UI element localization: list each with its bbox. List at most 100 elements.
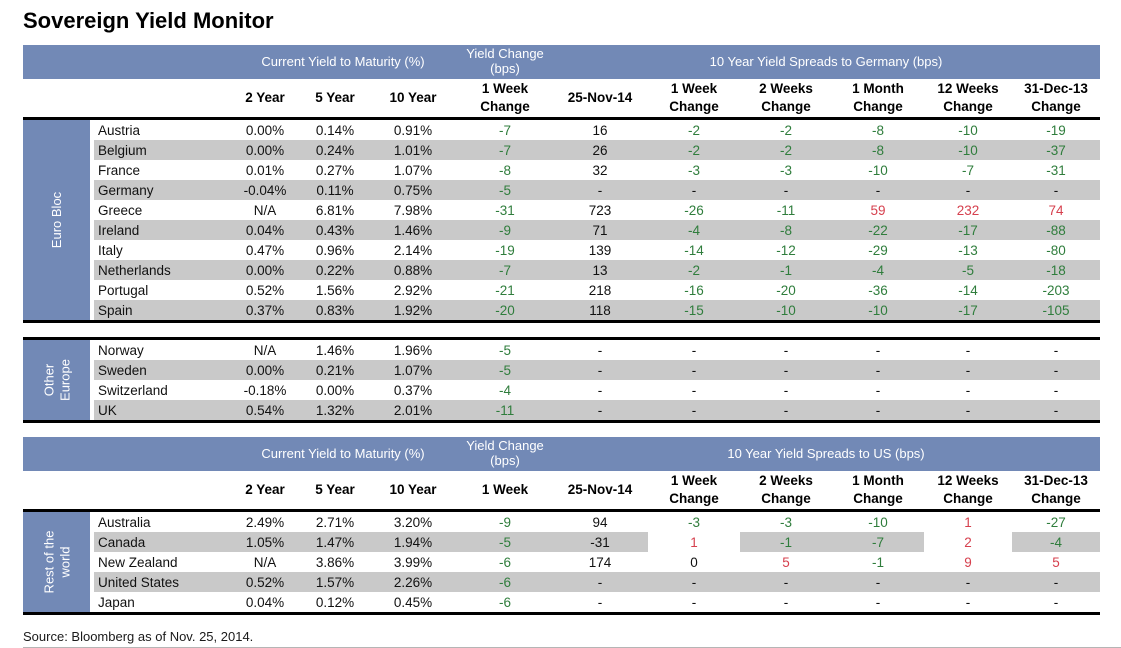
- cell: 0.88%: [368, 260, 458, 280]
- cell: -12: [740, 240, 832, 260]
- cell: -31: [1012, 160, 1100, 180]
- column-header: 5 Year: [315, 90, 355, 106]
- cell: -0.04%: [228, 180, 302, 200]
- row-label: Australia: [94, 512, 228, 532]
- cell: -4: [458, 380, 552, 400]
- cell: 1.57%: [302, 572, 368, 592]
- section-rest-of-the-world: Rest of the world Australia 2.49% 2.71% 3.20…: [23, 509, 1100, 615]
- cell: 0.45%: [368, 592, 458, 612]
- cell: -14: [924, 280, 1012, 300]
- cell: -: [648, 592, 740, 612]
- cell: 1.05%: [228, 532, 302, 552]
- cell: 0.22%: [302, 260, 368, 280]
- cell: -: [740, 400, 832, 420]
- cell: -10: [740, 300, 832, 320]
- column-header: 1 Week Change: [480, 81, 530, 114]
- cell: -: [648, 380, 740, 400]
- cell: 1.07%: [368, 360, 458, 380]
- cell: -: [832, 592, 924, 612]
- cell: -: [740, 592, 832, 612]
- cell: -5: [458, 340, 552, 360]
- cell: -: [924, 360, 1012, 380]
- cell: -15: [648, 300, 740, 320]
- column-header: 1 Week Change: [669, 473, 719, 506]
- cell: -105: [1012, 300, 1100, 320]
- cell: 1.47%: [302, 532, 368, 552]
- column-header: 2 Year: [245, 482, 285, 498]
- source-note: Source: Bloomberg as of Nov. 25, 2014.: [23, 629, 254, 644]
- cell: -19: [1012, 120, 1100, 140]
- row-label: Italy: [94, 240, 228, 260]
- section-other-europe: Other Europe Norway N/A 1.46% 1.96% -5- - - - - - S…: [23, 337, 1100, 423]
- cell: -: [740, 180, 832, 200]
- group-header: Yield Change (bps): [458, 45, 552, 79]
- cell: 32: [552, 160, 648, 180]
- cell: -9: [458, 220, 552, 240]
- cell: -: [648, 572, 740, 592]
- cell: -: [648, 360, 740, 380]
- cell: -10: [924, 120, 1012, 140]
- cell: -10: [924, 140, 1012, 160]
- cell: -: [740, 360, 832, 380]
- cell: -31: [458, 200, 552, 220]
- cell: 118: [552, 300, 648, 320]
- cell: 0.04%: [228, 220, 302, 240]
- column-header: 1 Month Change: [852, 81, 904, 114]
- cell: 0.00%: [228, 120, 302, 140]
- cell: -4: [648, 220, 740, 240]
- cell: 3.86%: [302, 552, 368, 572]
- group-header-band: Current Yield to Maturity (%) Yield Chang…: [23, 437, 1100, 471]
- cell: -36: [832, 280, 924, 300]
- cell: -: [924, 572, 1012, 592]
- cell: -22: [832, 220, 924, 240]
- cell: 232: [924, 200, 1012, 220]
- cell: 71: [552, 220, 648, 240]
- cell: 0.83%: [302, 300, 368, 320]
- row-label: Switzerland: [94, 380, 228, 400]
- column-header-spacer: [23, 471, 228, 509]
- cell: -: [648, 180, 740, 200]
- cell: -: [924, 592, 1012, 612]
- column-header: 25-Nov-14: [567, 90, 633, 106]
- column-header: 2 Weeks Change: [759, 81, 813, 114]
- cell: -2: [648, 120, 740, 140]
- row-label: Belgium: [94, 140, 228, 160]
- cell: -10: [832, 512, 924, 532]
- cell: -7: [924, 160, 1012, 180]
- cell: -8: [740, 220, 832, 240]
- cell: -7: [458, 260, 552, 280]
- cell: -5: [458, 180, 552, 200]
- cell: 0.47%: [228, 240, 302, 260]
- cell: -3: [648, 160, 740, 180]
- cell: 3.20%: [368, 512, 458, 532]
- cell: 723: [552, 200, 648, 220]
- cell: 0.24%: [302, 140, 368, 160]
- cell: 0.21%: [302, 360, 368, 380]
- cell: -20: [458, 300, 552, 320]
- cell: -4: [1012, 532, 1100, 552]
- cell: -2: [740, 120, 832, 140]
- cell: 0.01%: [228, 160, 302, 180]
- cell: 5: [1012, 552, 1100, 572]
- group-header: Current Yield to Maturity (%): [228, 45, 458, 79]
- cell: N/A: [228, 200, 302, 220]
- row-label: France: [94, 160, 228, 180]
- column-header-row: 2 Year 5 Year 10 Year 1 Week 25-Nov-14 1 Week…: [23, 471, 1100, 509]
- row-label: Sweden: [94, 360, 228, 380]
- row-label: Norway: [94, 340, 228, 360]
- row-label: United States: [94, 572, 228, 592]
- cell: -21: [458, 280, 552, 300]
- cell: -31: [552, 532, 648, 552]
- cell: 0.54%: [228, 400, 302, 420]
- column-header: 1 Month Change: [852, 473, 904, 506]
- cell: -20: [740, 280, 832, 300]
- cell: -: [832, 572, 924, 592]
- cell: -19: [458, 240, 552, 260]
- cell: -11: [458, 400, 552, 420]
- cell: -14: [648, 240, 740, 260]
- cell: 1.46%: [302, 340, 368, 360]
- cell: -: [740, 380, 832, 400]
- cell: -: [1012, 340, 1100, 360]
- cell: 2.01%: [368, 400, 458, 420]
